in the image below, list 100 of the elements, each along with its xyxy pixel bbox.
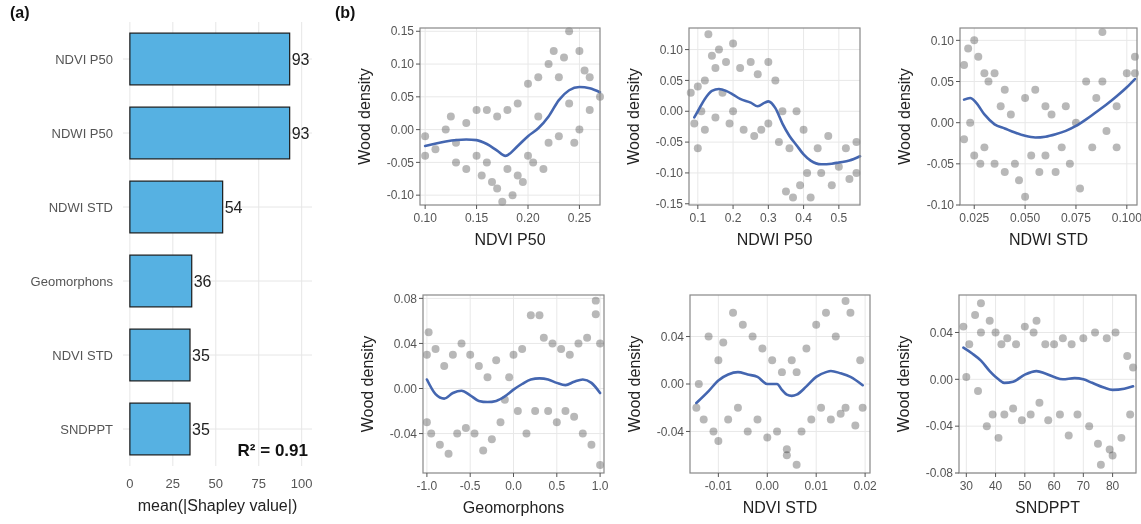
- y-tick-label: -0.04: [925, 419, 954, 434]
- point: [1006, 110, 1015, 119]
- point: [1057, 143, 1066, 152]
- point: [1003, 334, 1012, 343]
- data-label: 93: [291, 124, 310, 142]
- point: [841, 403, 850, 412]
- point: [544, 138, 553, 147]
- data-label: 54: [224, 198, 243, 216]
- x-tick-label: 0.5: [548, 479, 566, 493]
- point: [1026, 410, 1035, 419]
- point: [1076, 184, 1085, 193]
- point: [513, 407, 522, 416]
- y-axis-title: Wood density: [359, 335, 376, 433]
- point: [431, 145, 440, 154]
- x-tick-label: 30: [959, 479, 974, 493]
- point: [1067, 340, 1076, 349]
- point: [544, 60, 553, 69]
- bar: [129, 32, 291, 86]
- point: [570, 138, 579, 147]
- point: [554, 132, 563, 141]
- x-axis-title: mean(|Shapley value|): [137, 497, 298, 514]
- point: [982, 422, 991, 431]
- point: [799, 125, 808, 134]
- data-label: 35: [192, 346, 210, 364]
- point: [700, 76, 709, 85]
- point: [1091, 328, 1100, 337]
- y-tick-label: -0.04: [389, 426, 418, 441]
- point: [739, 125, 748, 134]
- x-axis-title: NDVI STD: [742, 499, 818, 516]
- point: [1123, 351, 1132, 360]
- point: [488, 178, 496, 187]
- point: [575, 125, 584, 134]
- point: [974, 387, 983, 396]
- point: [591, 296, 600, 305]
- point: [513, 171, 522, 180]
- point: [1098, 28, 1107, 37]
- point: [817, 168, 826, 177]
- point: [561, 407, 570, 416]
- point: [852, 138, 861, 147]
- point: [1093, 439, 1102, 448]
- point: [1021, 192, 1030, 201]
- x-tick-label: 60: [1047, 479, 1062, 493]
- point: [440, 361, 449, 370]
- point: [583, 333, 592, 342]
- y-tick-label: -0.10: [386, 188, 415, 203]
- point: [539, 164, 548, 173]
- point: [574, 339, 583, 348]
- point: [1009, 404, 1018, 413]
- point: [1041, 340, 1050, 349]
- x-tick-label: 0.01: [804, 479, 829, 493]
- point: [852, 168, 861, 177]
- chart-title: (a): [10, 4, 30, 21]
- x-tick-label: 0.2: [724, 211, 742, 225]
- point: [1098, 77, 1107, 86]
- point: [729, 308, 738, 317]
- point: [1064, 431, 1073, 440]
- point: [1112, 143, 1121, 152]
- point: [984, 77, 993, 86]
- point: [773, 427, 782, 436]
- y-tick-label: NDVI STD: [52, 347, 113, 363]
- point: [1044, 416, 1053, 425]
- point: [1035, 398, 1044, 407]
- y-tick-label: 0.00: [930, 115, 955, 130]
- point: [534, 112, 543, 121]
- point: [421, 151, 430, 160]
- point: [725, 119, 734, 128]
- point: [711, 64, 720, 73]
- point: [1096, 460, 1105, 469]
- point: [980, 69, 989, 78]
- point: [487, 435, 496, 444]
- point: [493, 184, 502, 193]
- chart-title: (b): [335, 4, 356, 21]
- point: [524, 79, 532, 88]
- point: [988, 410, 997, 419]
- point: [812, 320, 821, 329]
- point: [1010, 159, 1019, 168]
- y-tick-label: 0.00: [390, 122, 415, 137]
- point: [768, 356, 777, 365]
- point: [1055, 410, 1064, 419]
- x-tick-label: 0.5: [830, 211, 848, 225]
- point: [1012, 340, 1021, 349]
- point: [778, 107, 787, 116]
- point: [1112, 102, 1121, 111]
- point: [796, 181, 805, 190]
- point: [774, 138, 783, 147]
- point: [466, 350, 475, 359]
- point: [736, 64, 745, 73]
- point: [580, 66, 589, 75]
- point: [724, 415, 733, 424]
- x-tick-label: 0: [126, 476, 134, 491]
- point: [782, 445, 791, 454]
- y-tick-label: 0.00: [660, 377, 685, 392]
- x-axis-title: Geomorphons: [462, 499, 565, 516]
- point: [1079, 334, 1088, 343]
- x-tick-label: 80: [1105, 479, 1120, 493]
- point: [565, 99, 574, 108]
- point: [1105, 445, 1114, 454]
- point: [994, 433, 1003, 442]
- point: [482, 105, 491, 114]
- point: [959, 322, 968, 331]
